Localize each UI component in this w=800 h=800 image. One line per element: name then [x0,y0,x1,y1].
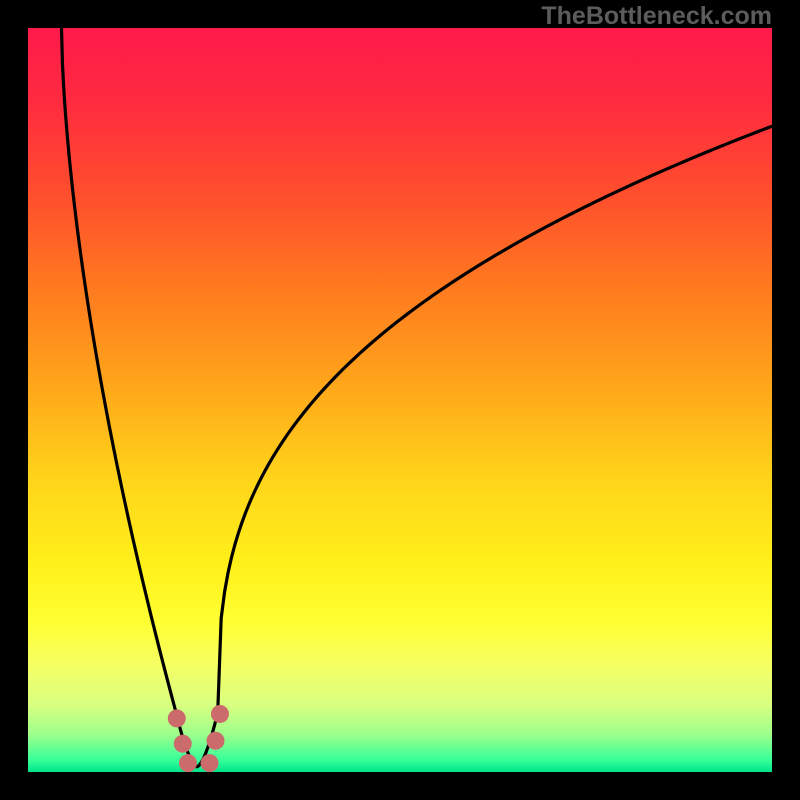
watermark-text: TheBottleneck.com [541,2,772,31]
chart-stage: TheBottleneck.com [0,0,800,800]
plot-area [28,28,772,772]
frame-left [0,0,28,800]
frame-bottom [0,772,800,800]
background-gradient [28,28,772,772]
frame-right [772,0,800,800]
